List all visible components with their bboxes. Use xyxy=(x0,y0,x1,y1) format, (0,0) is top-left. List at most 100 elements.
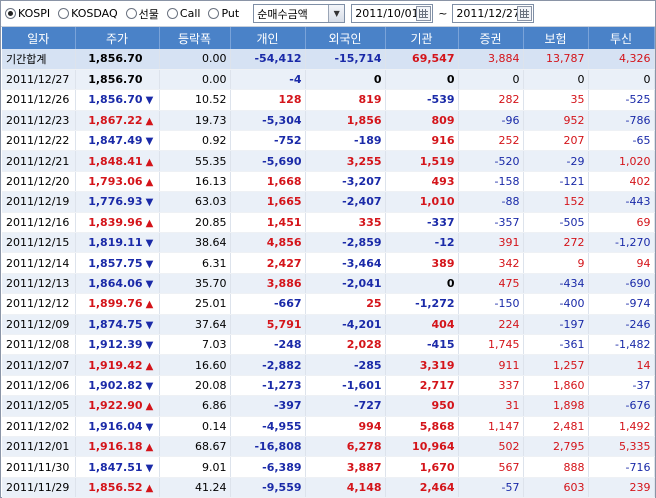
institution-cell: -539 xyxy=(385,89,459,111)
table-row-total[interactable]: 기간합계 1,856.70 0.00 -54,412 -15,714 69,547 3,88… xyxy=(2,49,655,70)
trust-cell-value: -690 xyxy=(625,276,651,290)
foreign-cell: -727 xyxy=(305,395,386,417)
date-cell-value: 2011/12/20 xyxy=(6,175,70,189)
market-radio-0[interactable]: KOSPI xyxy=(5,6,50,22)
date-to-field[interactable]: 2011/12/27 xyxy=(452,4,535,23)
column-header[interactable]: 투신 xyxy=(588,27,655,49)
table-row[interactable]: 2011/12/01 1,916.18 ▲ 68.67 -16,808 6,278 10,9… xyxy=(2,436,655,458)
table-row[interactable]: 2011/12/09 1,874.75 ▼ 37.64 5,791 -4,201 404 22… xyxy=(2,314,655,335)
radio-indicator[interactable] xyxy=(125,8,137,19)
table-row[interactable]: 2011/12/15 1,819.11 ▼ 38.64 4,856 -2,859 -12 39… xyxy=(2,232,655,254)
individual-cell-value: 1,668 xyxy=(266,175,302,189)
calendar-icon[interactable] xyxy=(416,6,432,21)
up-triangle-icon: ▲ xyxy=(145,156,154,168)
metric-select-value: 순매수금액 xyxy=(257,7,308,21)
securities-cell: -96 xyxy=(458,110,524,132)
column-header[interactable]: 보험 xyxy=(523,27,589,49)
table-row[interactable]: 2011/12/14 1,857.75 ▼ 6.31 2,427 -3,464 389 342… xyxy=(2,252,655,274)
price-cell-value: 1,857.75 xyxy=(88,256,143,270)
price-cell: 1,916.18 ▲ xyxy=(75,436,160,458)
change-cell: 68.67 xyxy=(159,436,231,458)
table-row[interactable]: 2011/12/05 1,922.90 ▲ 6.86 -397 -727 950 31 1,89… xyxy=(2,395,655,417)
date-cell: 2011/12/23 xyxy=(2,110,76,132)
trust-cell: -65 xyxy=(588,130,655,152)
foreign-cell-value: -3,464 xyxy=(342,256,382,270)
column-header[interactable]: 기관 xyxy=(385,27,459,49)
trust-cell: -1,270 xyxy=(588,232,655,254)
market-radio-3[interactable]: Call xyxy=(166,6,200,22)
table-row[interactable]: 2011/12/06 1,902.82 ▼ 20.08 -1,273 -1,601 2,71… xyxy=(2,375,655,397)
change-cell: 0.00 xyxy=(159,69,231,91)
down-triangle-icon: ▼ xyxy=(145,238,154,250)
institution-cell-value: 493 xyxy=(431,175,455,189)
change-cell-value: 6.31 xyxy=(202,256,227,270)
foreign-cell: 2,028 xyxy=(305,334,386,356)
toolbar: KOSPI KOSDAQ 선물 Call Put 순매수금액 ▼ 2011/10/01 … xyxy=(1,1,655,27)
table-row[interactable]: 2011/12/13 1,864.06 ▼ 35.70 3,886 -2,041 0 475 -… xyxy=(2,273,655,295)
date-cell: 2011/12/16 xyxy=(2,212,76,234)
date-cell: 2011/11/29 xyxy=(2,477,76,498)
table-row[interactable]: 2011/12/02 1,916.04 ▼ 0.14 -4,955 994 5,868 1,1… xyxy=(2,416,655,437)
price-cell-value: 1,912.39 xyxy=(88,338,143,352)
table-row[interactable]: 2011/12/27 1,856.70 0.00 -4 0 0 0 0 0 xyxy=(2,69,655,91)
market-radio-1[interactable]: KOSDAQ xyxy=(58,6,118,22)
foreign-cell-value: 4,148 xyxy=(346,480,382,494)
securities-cell: 1,745 xyxy=(458,334,524,356)
trust-cell-value: 4,326 xyxy=(619,52,651,66)
price-cell-value: 1,856.70 xyxy=(88,52,143,66)
change-cell: 9.01 xyxy=(159,456,231,478)
market-radio-2[interactable]: 선물 xyxy=(125,6,159,22)
table-row[interactable]: 2011/12/07 1,919.42 ▲ 16.60 -2,882 -285 3,319 9… xyxy=(2,354,655,376)
table-row[interactable]: 2011/11/29 1,856.52 ▲ 41.24 -9,559 4,148 2,464… xyxy=(2,477,655,498)
foreign-cell: -3,207 xyxy=(305,171,386,193)
radio-indicator[interactable] xyxy=(166,8,178,19)
table-row[interactable]: 2011/11/30 1,847.51 ▼ 9.01 -6,389 3,887 1,670 5… xyxy=(2,456,655,478)
table-row[interactable]: 2011/12/19 1,776.93 ▼ 63.03 1,665 -2,407 1,010… xyxy=(2,191,655,213)
radio-indicator[interactable] xyxy=(208,8,220,19)
individual-cell: 1,668 xyxy=(230,171,306,193)
trust-cell-value: 0 xyxy=(643,73,651,87)
individual-cell: -5,690 xyxy=(230,150,306,172)
radio-indicator[interactable] xyxy=(58,8,70,19)
date-cell: 2011/11/30 xyxy=(2,456,76,478)
table-row[interactable]: 2011/12/23 1,867.22 ▲ 19.73 -5,304 1,856 809 -9… xyxy=(2,110,655,132)
individual-cell-value: 3,886 xyxy=(266,276,302,290)
table-row[interactable]: 2011/12/08 1,912.39 ▼ 7.03 -248 2,028 -415 1,74… xyxy=(2,334,655,356)
radio-indicator[interactable] xyxy=(5,8,16,19)
change-cell-value: 20.08 xyxy=(195,378,227,392)
change-cell-value: 37.64 xyxy=(195,317,227,331)
table-row[interactable]: 2011/12/12 1,899.76 ▲ 25.01 -667 25 -1,272 -150… xyxy=(2,293,655,315)
metric-select[interactable]: 순매수금액 ▼ xyxy=(253,4,346,23)
date-from-field[interactable]: 2011/10/01 xyxy=(351,4,434,23)
individual-cell-value: -4 xyxy=(289,73,302,87)
change-cell-value: 10.52 xyxy=(195,93,227,107)
institution-cell-value: 3,319 xyxy=(419,358,455,372)
market-radio-4[interactable]: Put xyxy=(208,6,239,22)
column-header[interactable]: 일자 xyxy=(2,27,76,49)
column-header[interactable]: 등락폭 xyxy=(159,27,231,49)
institution-cell-value: -415 xyxy=(426,338,455,352)
column-header[interactable]: 증권 xyxy=(458,27,524,49)
change-cell: 19.73 xyxy=(159,110,231,132)
chevron-down-icon[interactable]: ▼ xyxy=(328,5,345,22)
securities-cell-value: 31 xyxy=(505,399,520,413)
institution-cell-value: 5,868 xyxy=(419,419,455,433)
up-triangle-icon: ▲ xyxy=(145,401,154,413)
calendar-icon[interactable] xyxy=(517,6,533,21)
column-header[interactable]: 주가 xyxy=(75,27,160,49)
institution-cell: 1,670 xyxy=(385,456,459,478)
table-row[interactable]: 2011/12/26 1,856.70 ▼ 10.52 128 819 -539 282 35 -… xyxy=(2,89,655,111)
table-row[interactable]: 2011/12/16 1,839.96 ▲ 20.85 1,451 335 -337 -357… xyxy=(2,212,655,234)
table-row[interactable]: 2011/12/21 1,848.41 ▲ 55.35 -5,690 3,255 1,519… xyxy=(2,150,655,172)
securities-cell: 502 xyxy=(458,436,524,458)
column-header[interactable]: 개인 xyxy=(230,27,306,49)
change-cell: 16.60 xyxy=(159,354,231,376)
date-cell-value: 2011/12/22 xyxy=(6,134,70,148)
table-row[interactable]: 2011/12/20 1,793.06 ▲ 16.13 1,668 -3,207 493 -1… xyxy=(2,171,655,193)
table-row[interactable]: 2011/12/22 1,847.49 ▼ 0.92 -752 -189 916 252 207… xyxy=(2,130,655,152)
insurance-cell: 13,787 xyxy=(523,49,589,70)
column-header[interactable]: 외국인 xyxy=(305,27,386,49)
date-cell: 2011/12/09 xyxy=(2,314,76,335)
institution-cell: 1,519 xyxy=(385,150,459,172)
foreign-cell: 6,278 xyxy=(305,436,386,458)
